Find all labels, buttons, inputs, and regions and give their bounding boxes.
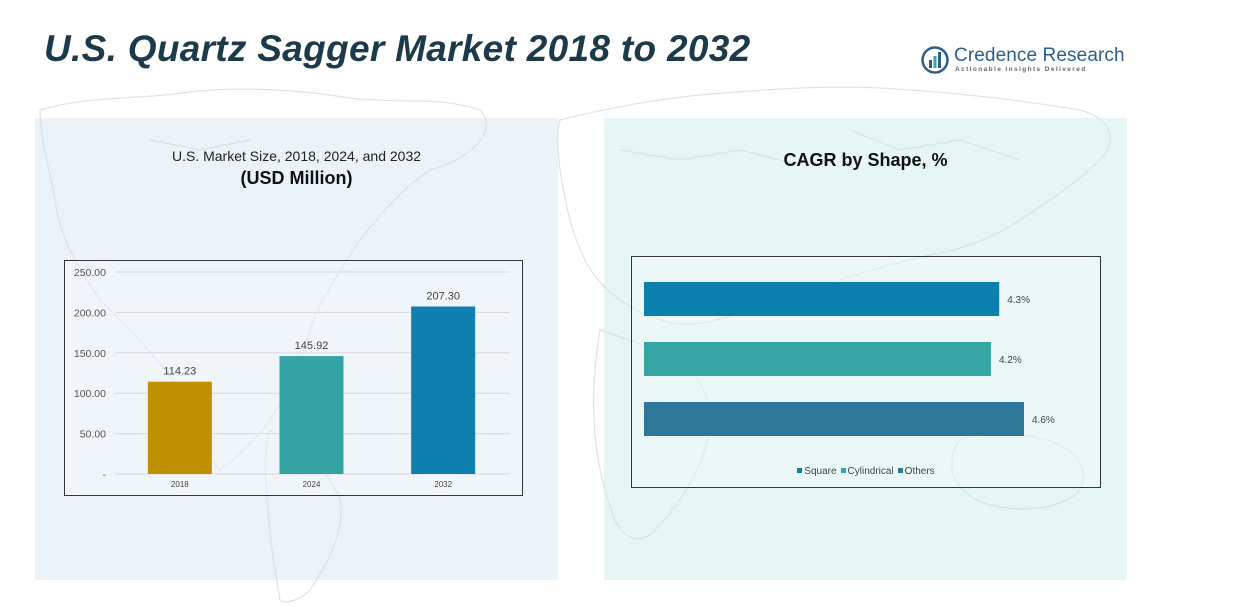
hbar-others	[644, 402, 1024, 436]
legend-swatch	[840, 468, 846, 473]
y-tick-label: 250.00	[74, 267, 106, 279]
y-tick-label: 100.00	[74, 388, 106, 400]
x-tick-label: 2032	[434, 480, 452, 489]
market-size-chart-svg: - 50.00 100.00 150.00 200.00 250.00 114.23 2018…	[74, 267, 510, 489]
hbar-cylindrical	[644, 342, 991, 376]
cagr-title: CAGR by Shape, %	[783, 150, 948, 170]
legend-item-others: Others	[897, 466, 935, 477]
bar-value-label: 207.30	[426, 291, 460, 303]
logo-bars-icon	[921, 46, 949, 74]
bar-2024	[279, 356, 344, 474]
logo-tagline: Actionable Insights Delivered	[955, 66, 1087, 73]
bar-2032	[411, 306, 476, 474]
bar-value-label: 145.92	[295, 340, 329, 352]
page-title: U.S. Quartz Sagger Market 2018 to 2032	[44, 28, 751, 69]
hbar-value-label: 4.2%	[999, 355, 1022, 366]
y-tick-label: 150.00	[74, 348, 106, 360]
legend-label: Others	[904, 466, 935, 477]
legend-swatch	[897, 468, 903, 473]
y-tick-label: -	[103, 469, 107, 481]
market-size-bar-chart: - 50.00 100.00 150.00 200.00 250.00 114.23 2018…	[64, 260, 523, 496]
cagr-legend: Square Cylindrical Others	[632, 466, 1100, 477]
legend-label: Square	[804, 466, 837, 477]
y-tick-label: 50.00	[80, 429, 106, 441]
legend-swatch	[797, 468, 803, 473]
market-size-subtitle: U.S. Market Size, 2018, 2024, and 2032	[171, 148, 422, 164]
hbar-value-label: 4.3%	[1007, 295, 1030, 306]
credence-research-logo: Credence Research Actionable Insights De…	[921, 44, 1125, 78]
bar-2018	[147, 381, 212, 474]
legend-item-cylindrical: Cylindrical	[840, 466, 894, 477]
y-tick-label: 200.00	[74, 307, 106, 319]
cagr-chart-svg: 4.3% 4.2% 4.6%	[644, 282, 1055, 436]
bar-value-label: 114.23	[163, 366, 196, 378]
x-tick-label: 2018	[171, 480, 189, 489]
x-tick-label: 2024	[303, 480, 321, 489]
hbar-square	[644, 282, 1000, 316]
market-size-unit: (USD Million)	[240, 168, 353, 188]
cagr-by-shape-chart: 4.3% 4.2% 4.6% Square Cylindrical Others	[631, 256, 1101, 488]
hbar-value-label: 4.6%	[1032, 415, 1055, 426]
legend-label: Cylindrical	[847, 466, 894, 477]
legend-item-square: Square	[797, 466, 837, 477]
logo-name: Credence Research	[954, 45, 1125, 66]
